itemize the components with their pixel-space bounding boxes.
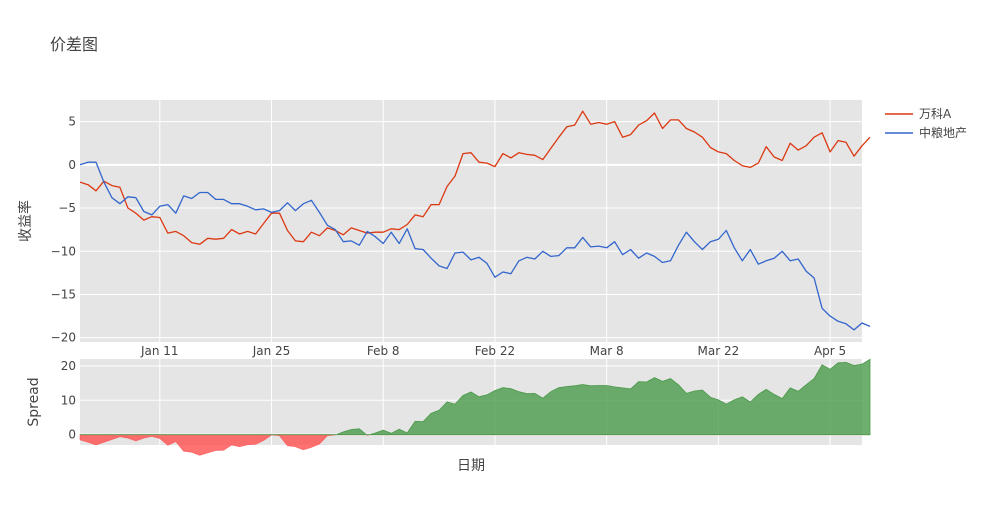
spread-x-axis-title: 日期 bbox=[457, 458, 485, 474]
legend-label-vanke: 万科A bbox=[919, 107, 952, 121]
main-x-tick-labels: Jan 11 Jan 25 Feb 8 Feb 22 Mar 8 Mar 22 Apr 5 bbox=[140, 344, 846, 358]
spread-y-axis-title: Spread bbox=[26, 377, 42, 426]
x-tick-label: Mar 8 bbox=[590, 344, 624, 358]
spread-positive-area bbox=[80, 358, 871, 436]
chart-title: 价差图 bbox=[50, 35, 98, 54]
x-tick-label: Jan 25 bbox=[252, 344, 291, 358]
main-y-axis-title: 收益率 bbox=[17, 200, 34, 242]
main-series-group bbox=[79, 110, 871, 331]
spread-y-tick-labels: 20 10 0 bbox=[61, 359, 76, 442]
main-y-tick-label: 5 bbox=[68, 115, 76, 129]
series-line-vanke bbox=[79, 110, 871, 245]
legend-item-cofco[interactable]: 中粮地产 bbox=[885, 125, 967, 140]
main-panel: 5 0 −5 −10 −15 −20 bbox=[51, 100, 871, 345]
main-y-tick-label: −20 bbox=[51, 331, 76, 345]
chart-legend[interactable]: 万科A 中粮地产 bbox=[885, 107, 967, 140]
legend-item-vanke[interactable]: 万科A bbox=[885, 107, 952, 121]
spread-y-tick-label: 10 bbox=[61, 393, 76, 407]
main-y-tick-label: −5 bbox=[58, 201, 76, 215]
main-gridlines bbox=[80, 100, 862, 342]
x-tick-label: Jan 11 bbox=[140, 344, 179, 358]
main-y-tick-label: −15 bbox=[51, 287, 76, 301]
x-tick-label: Feb 8 bbox=[367, 344, 400, 358]
legend-label-cofco: 中粮地产 bbox=[919, 125, 967, 140]
spread-panel: 20 10 0 bbox=[61, 358, 871, 456]
x-tick-label: Apr 5 bbox=[814, 344, 846, 358]
series-line-cofco bbox=[79, 161, 871, 331]
main-plot-background bbox=[80, 100, 862, 342]
main-y-tick-label: −10 bbox=[51, 244, 76, 258]
spread-area-group bbox=[79, 358, 871, 456]
spread-y-tick-label: 0 bbox=[68, 428, 76, 442]
main-y-tick-labels: 5 0 −5 −10 −15 −20 bbox=[51, 115, 76, 345]
main-y-tick-label: 0 bbox=[68, 158, 76, 172]
x-tick-label: Mar 22 bbox=[698, 344, 740, 358]
spread-y-tick-label: 20 bbox=[61, 359, 76, 373]
x-tick-label: Feb 22 bbox=[475, 344, 515, 358]
